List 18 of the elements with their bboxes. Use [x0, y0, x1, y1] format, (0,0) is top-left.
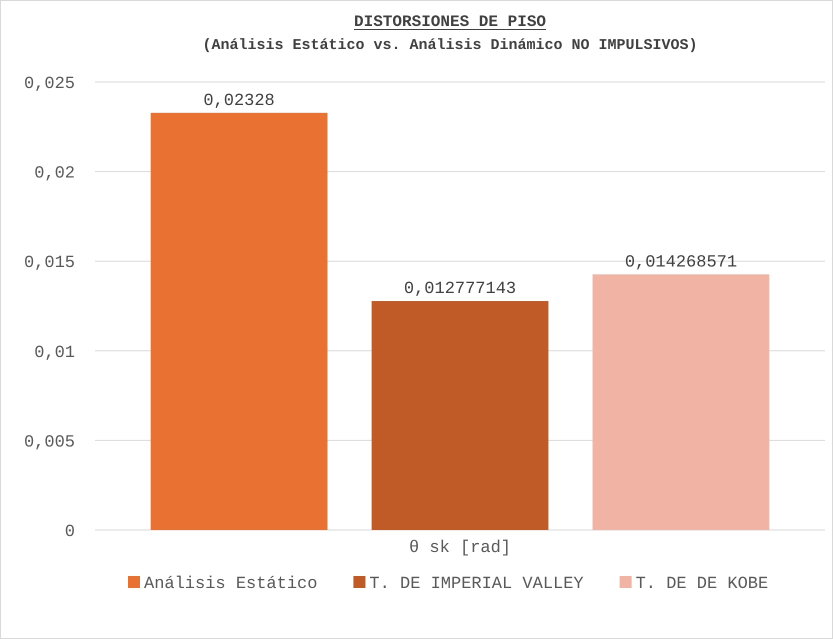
data-label: 0,012777143 — [404, 280, 516, 300]
legend-label: Análisis Estático — [144, 575, 318, 594]
chart-title: DISTORSIONES DE PISO — [354, 13, 546, 31]
y-tick-label: 0,005 — [24, 433, 75, 452]
legend-label: T. DE IMPERIAL VALLEY — [369, 575, 584, 594]
legend-label: T. DE DE KOBE — [636, 575, 768, 594]
bar — [592, 274, 770, 530]
bar — [372, 301, 548, 530]
y-tick-label: 0,02 — [34, 164, 75, 184]
y-tick-label: 0,015 — [24, 254, 75, 274]
bar — [150, 112, 328, 530]
data-label: 0,02328 — [203, 92, 275, 111]
x-axis-title: θ sk [rad] — [408, 539, 512, 558]
y-tick-label: 0,025 — [24, 74, 75, 94]
y-tick-label: 0 — [64, 522, 75, 542]
y-tick-label: 0,01 — [34, 344, 75, 363]
data-label: 0,014268571 — [624, 253, 738, 272]
chart-subtitle: (Análisis Estático vs. Análisis Dinámico NO IMPULSIVOS) — [202, 37, 698, 54]
